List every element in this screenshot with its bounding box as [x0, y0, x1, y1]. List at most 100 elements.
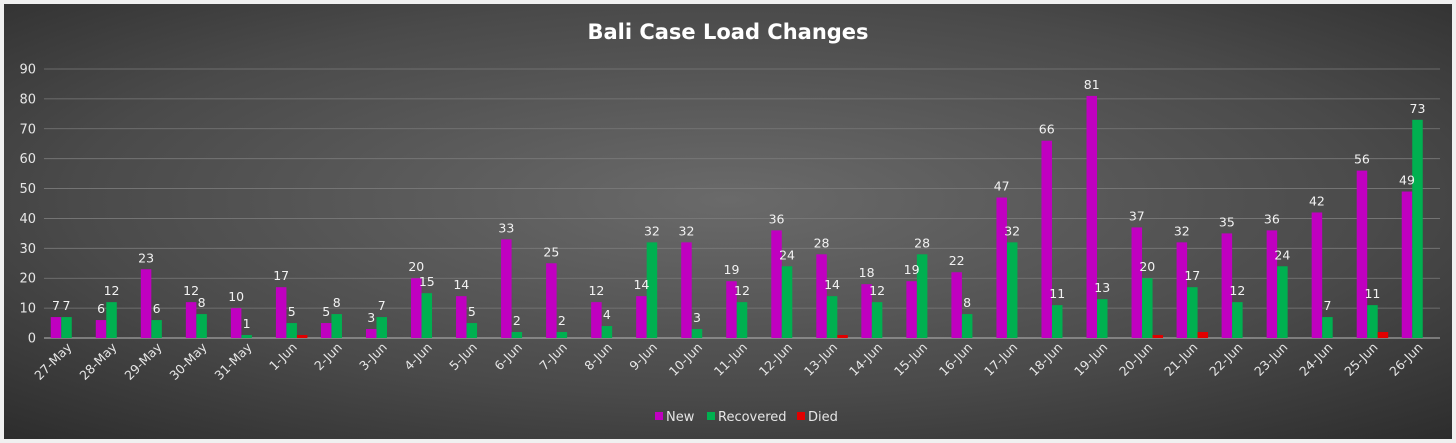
data-label-recovered: 14: [824, 277, 840, 292]
data-label-recovered: 4: [603, 307, 611, 322]
data-label-recovered: 15: [419, 274, 435, 289]
data-label-recovered: 8: [198, 295, 206, 310]
data-label-new: 12: [588, 283, 604, 298]
data-label-recovered: 7: [63, 298, 71, 313]
bars: [50, 95, 1423, 339]
bar-recovered-9-jun: [646, 242, 658, 338]
bar-new-6-jun: [501, 239, 512, 338]
bar-new-12-jun: [771, 230, 782, 338]
chart-container: Bali Case Load Changes 0 10 20 30 40 50 60 70 80…: [4, 4, 1452, 439]
bar-new-24-jun: [1311, 212, 1323, 338]
data-label-new: 19: [904, 262, 920, 277]
data-label-recovered: 73: [1410, 101, 1426, 116]
bar-recovered-21-jun: [1187, 287, 1198, 338]
bar-recovered-6-jun: [511, 332, 523, 338]
data-label-new: 32: [679, 223, 695, 238]
data-label-recovered: 20: [1139, 259, 1155, 274]
bar-recovered-12-jun: [781, 266, 793, 338]
legend: New Recovered Died: [655, 410, 838, 425]
data-label-new: 81: [1084, 77, 1100, 92]
data-label-recovered: 17: [1184, 268, 1200, 283]
bar-new-18-jun: [1041, 140, 1052, 338]
data-label-recovered: 12: [734, 283, 750, 298]
data-label-new: 3: [367, 310, 375, 325]
data-label-recovered: 7: [378, 298, 386, 313]
bar-recovered-4-jun: [421, 293, 433, 338]
y-tick-label: 90: [19, 63, 36, 78]
bar-recovered-31-may: [241, 335, 252, 338]
data-label-new: 28: [814, 235, 830, 250]
data-label-new: 37: [1129, 208, 1145, 223]
bar-new-21-jun: [1176, 242, 1188, 338]
bar-recovered-5-jun: [466, 323, 478, 338]
bar-recovered-11-jun: [736, 302, 748, 338]
y-tick-label: 0: [28, 332, 36, 347]
bar-recovered-8-jun: [601, 326, 613, 338]
data-label-recovered: 13: [1094, 280, 1110, 295]
data-label-recovered: 32: [1004, 223, 1020, 238]
data-label-recovered: 6: [153, 301, 161, 316]
bar-new-1-jun: [275, 287, 287, 338]
bar-new-7-jun: [546, 263, 557, 338]
bar-new-28-may: [95, 320, 107, 338]
bar-recovered-23-jun: [1277, 266, 1288, 338]
bar-new-15-jun: [906, 281, 917, 338]
bar-recovered-13-jun: [826, 296, 838, 338]
bar-new-4-jun: [411, 278, 422, 338]
bar-recovered-26-jun: [1412, 119, 1423, 338]
bar-recovered-22-jun: [1232, 302, 1243, 338]
data-label-recovered: 3: [693, 310, 701, 325]
bar-recovered-18-jun: [1051, 305, 1063, 338]
bar-new-10-jun: [681, 242, 692, 338]
data-label-new: 42: [1309, 193, 1325, 208]
bar-died-20-jun: [1152, 335, 1164, 338]
y-tick-label: 40: [19, 212, 36, 227]
bar-new-11-jun: [726, 281, 737, 338]
data-label-new: 36: [769, 211, 785, 226]
y-tick-label: 50: [19, 182, 36, 197]
data-label-new: 7: [52, 298, 60, 313]
legend-label-died: Died: [808, 410, 838, 425]
bar-new-9-jun: [636, 296, 647, 338]
data-label-new: 49: [1399, 173, 1415, 188]
bar-new-27-may: [50, 317, 62, 338]
bar-died-13-jun: [837, 335, 848, 338]
data-label-recovered: 8: [333, 295, 341, 310]
bar-chart: Bali Case Load Changes 01020304050607080…: [4, 4, 1452, 439]
bar-new-17-jun: [996, 197, 1007, 338]
y-tick-label: 20: [19, 272, 36, 287]
bar-new-8-jun: [591, 302, 602, 338]
data-label-recovered: 12: [104, 283, 120, 298]
bar-recovered-25-jun: [1367, 305, 1378, 338]
data-label-new: 32: [1174, 223, 1190, 238]
bar-recovered-24-jun: [1322, 317, 1333, 338]
data-label-recovered: 2: [558, 313, 566, 328]
data-label-new: 19: [724, 262, 740, 277]
data-label-new: 22: [949, 253, 965, 268]
bar-new-3-jun: [365, 329, 377, 338]
y-tick-label: 80: [19, 92, 36, 107]
bar-recovered-7-jun: [556, 332, 568, 338]
bar-new-13-jun: [816, 254, 827, 338]
bar-new-20-jun: [1131, 227, 1143, 338]
bar-recovered-15-jun: [916, 254, 928, 338]
bar-new-22-jun: [1221, 233, 1233, 338]
data-label-recovered: 12: [1229, 283, 1245, 298]
data-label-recovered: 2: [513, 313, 521, 328]
data-label-recovered: 5: [468, 304, 476, 319]
data-label-recovered: 7: [1323, 298, 1331, 313]
legend-swatch-recovered: [707, 412, 715, 420]
data-label-new: 33: [498, 220, 514, 235]
bar-recovered-28-may: [106, 302, 117, 338]
data-label-recovered: 1: [243, 316, 251, 331]
bar-new-19-jun: [1086, 95, 1098, 339]
data-label-recovered: 11: [1049, 286, 1065, 301]
legend-swatch-new: [655, 412, 663, 420]
bar-new-23-jun: [1266, 230, 1278, 338]
data-label-new: 56: [1354, 152, 1370, 167]
bar-recovered-27-may: [61, 317, 72, 338]
bar-recovered-1-jun: [286, 323, 297, 338]
data-label-recovered: 12: [869, 283, 885, 298]
chart-background: [4, 4, 1452, 439]
